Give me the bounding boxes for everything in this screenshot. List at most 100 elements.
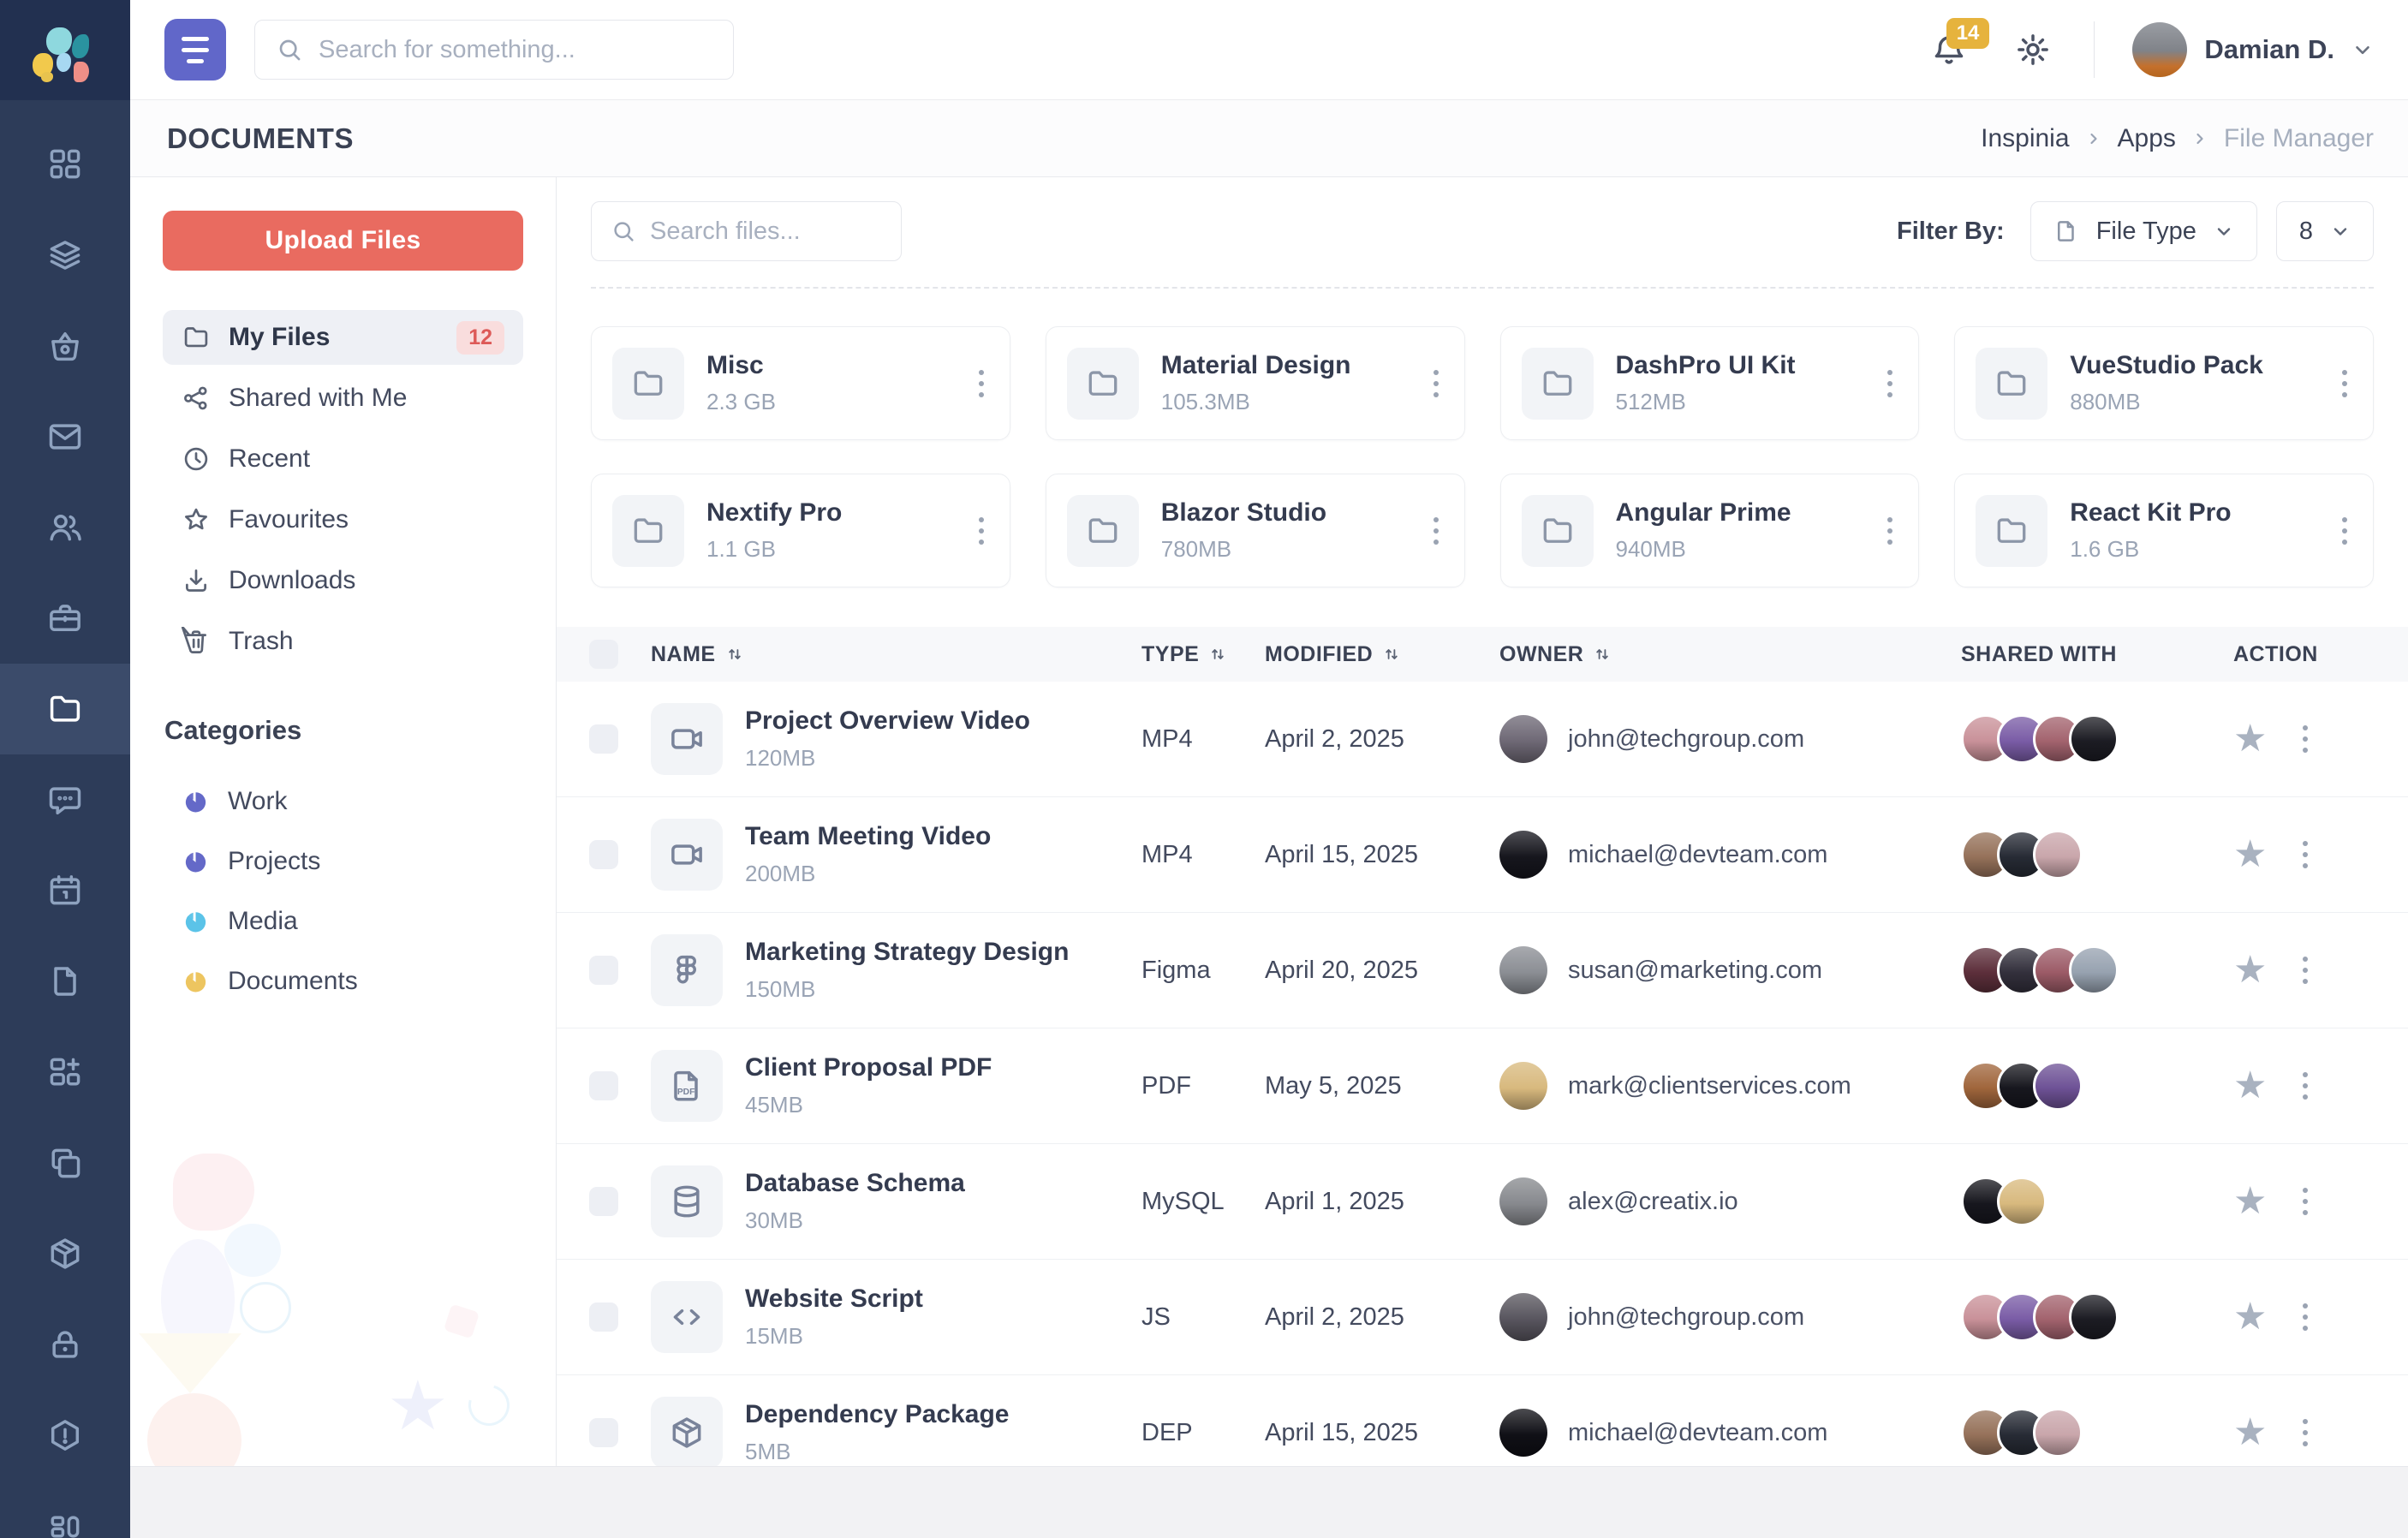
- page-title: DOCUMENTS: [167, 122, 355, 154]
- menu-item-shared-with-me[interactable]: Shared with Me: [163, 371, 523, 426]
- file-type-filter-dropdown[interactable]: File Type: [2030, 201, 2257, 261]
- breadcrumb-item-apps[interactable]: Apps: [2117, 123, 2176, 152]
- category-item-projects[interactable]: Projects: [163, 832, 523, 891]
- menu-item-label: Trash: [229, 627, 294, 655]
- file-type: Figma: [1141, 956, 1211, 984]
- favourite-star-button[interactable]: ★: [2233, 949, 2268, 991]
- video-file-icon: [651, 819, 723, 891]
- folder-card-material-design[interactable]: Material Design 105.3MB: [1045, 326, 1465, 440]
- sidebar-basket-icon[interactable]: [0, 301, 130, 391]
- user-menu[interactable]: Damian D.: [2132, 22, 2374, 77]
- menu-toggle-button[interactable]: [164, 19, 226, 80]
- shared-avatars: [1961, 1292, 2233, 1342]
- folder-card-nextify-pro[interactable]: Nextify Pro 1.1 GB: [591, 474, 1010, 587]
- row-menu-button[interactable]: [2298, 836, 2313, 873]
- notifications-button[interactable]: 14: [1931, 18, 1990, 68]
- column-header-owner[interactable]: Owner: [1499, 642, 1961, 667]
- folder-menu-button[interactable]: [1882, 365, 1898, 402]
- column-header-modified[interactable]: Modified: [1265, 642, 1499, 667]
- row-checkbox[interactable]: [589, 724, 618, 754]
- sidebar-copy-icon[interactable]: [0, 1118, 130, 1208]
- sidebar-briefcase-icon[interactable]: [0, 573, 130, 664]
- folder-menu-button[interactable]: [974, 365, 989, 402]
- folder-menu-button[interactable]: [1428, 512, 1444, 550]
- folder-card-dashpro-ui-kit[interactable]: DashPro UI Kit 512MB: [1499, 326, 1920, 440]
- menu-item-downloads[interactable]: Downloads: [163, 553, 523, 608]
- folder-size: 1.6 GB: [2070, 536, 2140, 562]
- folder-card-vuestudio-pack[interactable]: VueStudio Pack 880MB: [1954, 326, 2374, 440]
- sidebar-mail-icon[interactable]: [0, 391, 130, 482]
- row-checkbox[interactable]: [589, 1418, 618, 1447]
- row-checkbox[interactable]: [589, 1071, 618, 1100]
- page-size-dropdown[interactable]: 8: [2275, 201, 2374, 261]
- menu-item-recent[interactable]: Recent: [163, 432, 523, 486]
- favourite-star-button[interactable]: ★: [2233, 1411, 2268, 1453]
- menu-item-trash[interactable]: Trash: [163, 614, 523, 669]
- row-checkbox[interactable]: [589, 1303, 618, 1332]
- menu-item-my-files[interactable]: My Files 12: [163, 310, 523, 365]
- row-menu-button[interactable]: [2298, 720, 2313, 758]
- category-item-documents[interactable]: Documents: [163, 951, 523, 1011]
- row-menu-button[interactable]: [2298, 1298, 2313, 1336]
- row-menu-button[interactable]: [2298, 1414, 2313, 1452]
- folder-card-react-kit-pro[interactable]: React Kit Pro 1.6 GB: [1954, 474, 2374, 587]
- sidebar-lock-icon[interactable]: [0, 1299, 130, 1390]
- file-name: Project Overview Video: [745, 706, 1030, 735]
- breadcrumb: Inspinia Apps File Manager: [1981, 124, 2374, 153]
- select-all-checkbox[interactable]: [589, 640, 618, 669]
- row-menu-button[interactable]: [2298, 951, 2313, 989]
- figma-file-icon: [651, 934, 723, 1006]
- sidebar-package-icon[interactable]: [0, 1208, 130, 1299]
- category-item-media[interactable]: Media: [163, 891, 523, 951]
- folder-card-blazor-studio[interactable]: Blazor Studio 780MB: [1045, 474, 1465, 587]
- chevron-right-icon: [2085, 130, 2102, 147]
- favourite-star-button[interactable]: ★: [2233, 833, 2268, 875]
- sidebar-widgets-icon[interactable]: [0, 1027, 130, 1118]
- row-menu-button[interactable]: [2298, 1067, 2313, 1105]
- category-item-work[interactable]: Work: [163, 772, 523, 832]
- favourite-star-button[interactable]: ★: [2233, 718, 2268, 760]
- favourite-star-button[interactable]: ★: [2233, 1064, 2268, 1106]
- folder-icon: [1976, 494, 2048, 567]
- sidebar-users-icon[interactable]: [0, 482, 130, 573]
- favourite-star-button[interactable]: ★: [2233, 1296, 2268, 1338]
- sidebar-calendar-icon[interactable]: [0, 845, 130, 936]
- row-checkbox[interactable]: [589, 840, 618, 869]
- folder-icon: [612, 347, 684, 420]
- sidebar-layout-icon[interactable]: [0, 1481, 130, 1538]
- column-header-type[interactable]: Type: [1141, 642, 1265, 667]
- settings-button[interactable]: [2015, 32, 2051, 68]
- folder-menu-button[interactable]: [974, 512, 989, 550]
- folder-card-angular-prime[interactable]: Angular Prime 940MB: [1499, 474, 1920, 587]
- folder-menu-button[interactable]: [2337, 365, 2352, 402]
- shared-avatars: [1961, 714, 2233, 764]
- files-search-input[interactable]: [650, 217, 882, 246]
- row-checkbox[interactable]: [589, 956, 618, 985]
- decor-shape: [173, 1154, 254, 1231]
- sidebar-alert-icon[interactable]: [0, 1390, 130, 1481]
- menu-item-favourites[interactable]: Favourites: [163, 492, 523, 547]
- sidebar-dashboard-icon[interactable]: [0, 119, 130, 210]
- folder-menu-button[interactable]: [1428, 365, 1444, 402]
- folder-menu-button[interactable]: [2337, 512, 2352, 550]
- row-menu-button[interactable]: [2298, 1183, 2313, 1220]
- sidebar-chat-icon[interactable]: [0, 754, 130, 845]
- shared-avatars: [1961, 1408, 2233, 1458]
- file-type: JS: [1141, 1303, 1171, 1331]
- favourite-star-button[interactable]: ★: [2233, 1180, 2268, 1222]
- folder-menu-button[interactable]: [1882, 512, 1898, 550]
- upload-files-button[interactable]: Upload Files: [163, 211, 523, 271]
- owner-email: michael@devteam.com: [1568, 840, 1828, 868]
- column-header-name[interactable]: Name: [651, 642, 1141, 667]
- app-logo[interactable]: [0, 0, 130, 100]
- sidebar-file-manager-icon[interactable]: [0, 664, 130, 754]
- sort-icon: [724, 644, 745, 665]
- row-checkbox[interactable]: [589, 1187, 618, 1216]
- global-search-input[interactable]: [319, 35, 712, 64]
- folder-card-misc[interactable]: Misc 2.3 GB: [591, 326, 1010, 440]
- breadcrumb-item-inspinia[interactable]: Inspinia: [1981, 123, 2070, 152]
- sidebar-page-icon[interactable]: [0, 936, 130, 1027]
- search-icon: [279, 39, 301, 61]
- menu-item-label: Shared with Me: [229, 384, 408, 412]
- sidebar-layers-icon[interactable]: [0, 210, 130, 301]
